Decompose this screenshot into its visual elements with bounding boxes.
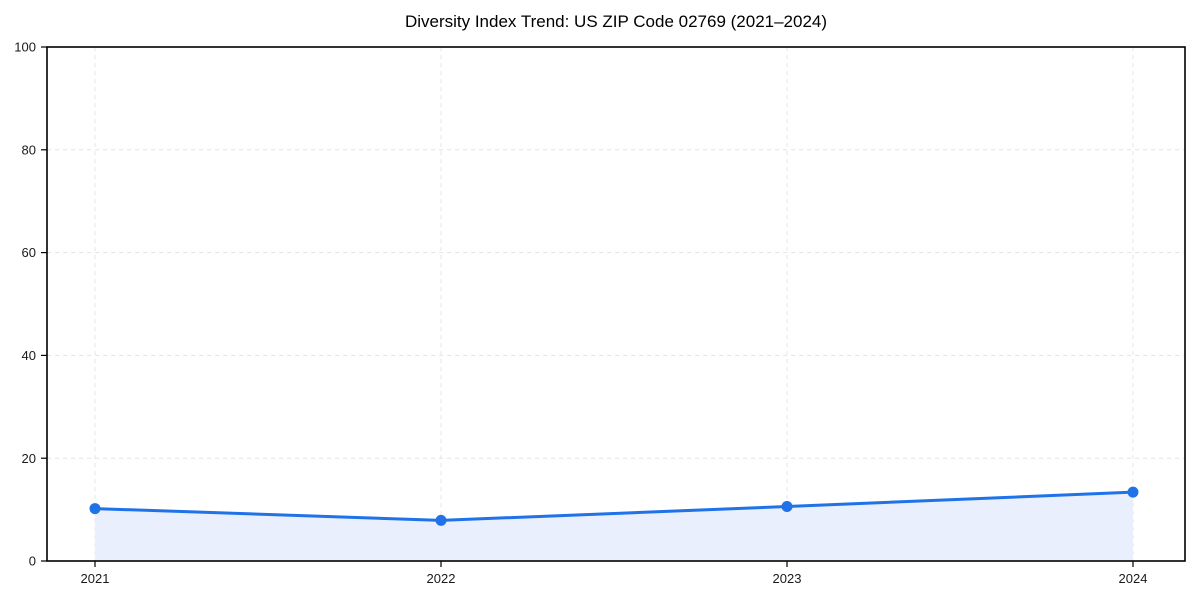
chart-title: Diversity Index Trend: US ZIP Code 02769…: [404, 12, 828, 31]
x-tick-label: 2023: [773, 571, 802, 586]
y-tick-label: 40: [22, 348, 36, 363]
plot-frame: [46, 46, 1186, 562]
y-tick-label: 80: [22, 142, 36, 157]
area-fill: [95, 492, 1133, 561]
y-tick-label: 60: [22, 245, 36, 260]
y-tick-label: 20: [22, 451, 36, 466]
data-point-marker: [781, 501, 793, 513]
data-point-marker: [435, 514, 447, 526]
x-tick-label: 2024: [1119, 571, 1148, 586]
y-tick-label: 0: [29, 554, 36, 569]
data-point-marker: [89, 503, 101, 515]
trend-line: [93, 490, 1135, 522]
y-tick-label: 100: [14, 40, 36, 55]
x-tick-label: 2022: [427, 571, 456, 586]
x-tick-label: 2021: [81, 571, 110, 586]
data-point-marker: [1127, 486, 1139, 498]
